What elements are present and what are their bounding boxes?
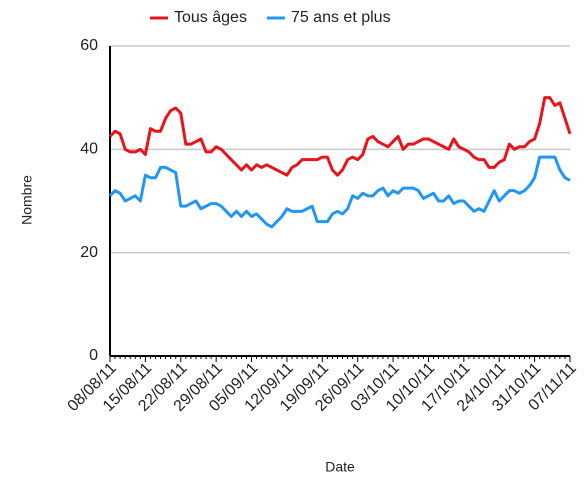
- legend-label: Tous âges: [174, 9, 247, 26]
- y-tick-label: 20: [80, 244, 98, 261]
- series-line: [108, 96, 572, 177]
- legend-label: 75 ans et plus: [291, 9, 391, 26]
- y-tick-label: 40: [80, 141, 98, 158]
- y-tick-label: 60: [80, 37, 98, 54]
- y-axis-label: Nombre: [19, 175, 35, 225]
- series-line: [108, 155, 571, 229]
- y-tick-label: 0: [89, 347, 98, 364]
- x-axis-label: Date: [325, 459, 355, 475]
